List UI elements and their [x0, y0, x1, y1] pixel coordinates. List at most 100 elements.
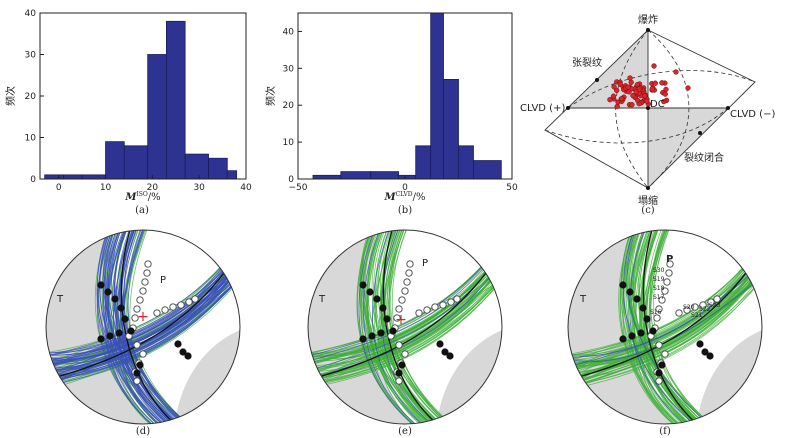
- histogram-a-ylabel: 频次: [4, 86, 17, 106]
- beachball-e-plane-2: [308, 249, 502, 381]
- station-filled: [628, 332, 636, 340]
- diamond-point: [628, 79, 634, 85]
- station-filled: [701, 348, 709, 356]
- diamond-point: [642, 93, 648, 99]
- bar-b-8: [473, 160, 502, 180]
- station-open: [401, 287, 409, 295]
- xtick-label: 0: [56, 183, 62, 193]
- beachball-e-body: [308, 230, 502, 424]
- station-filled: [655, 369, 663, 377]
- nodal-plane-line: [118, 230, 175, 424]
- station-open: [406, 260, 414, 268]
- station-open: [431, 303, 439, 311]
- station-filled: [136, 361, 144, 369]
- station-open: [691, 303, 699, 311]
- station-open: [143, 269, 151, 277]
- nodal-plane-line: [638, 230, 703, 424]
- nodal-plane-line: [308, 246, 502, 366]
- bar-b-5: [430, 12, 444, 180]
- station-open: [661, 287, 669, 295]
- station-label: S30: [653, 267, 665, 274]
- nodal-plane-line: [568, 270, 762, 390]
- histogram-b-xlabel: MCLVD/%: [384, 191, 426, 203]
- diamond-point: [634, 82, 641, 88]
- ytick-label: 40: [283, 27, 295, 37]
- diamond-point: [629, 102, 635, 108]
- station-open: [177, 301, 185, 309]
- station-open: [161, 306, 169, 314]
- xtick-label: 50: [506, 183, 518, 193]
- diamond-point: [649, 86, 655, 92]
- bar-b-2: [370, 171, 399, 180]
- station-open: [423, 306, 431, 314]
- station-open: [133, 341, 141, 349]
- station-filled: [179, 348, 187, 356]
- diamond-dashed-curve-1: [615, 29, 649, 189]
- station-filled: [106, 332, 114, 340]
- nodal-plane-line: [568, 275, 762, 387]
- station-open: [191, 295, 199, 303]
- station-open: [658, 296, 666, 304]
- beachball-f-plane-2: [568, 249, 762, 381]
- label-explosion: 爆炸: [638, 14, 658, 26]
- diamond-point: [618, 96, 625, 102]
- beachball-d-label-t: T: [56, 294, 64, 305]
- diamond-point: [673, 69, 679, 75]
- bar-b-3: [398, 174, 417, 180]
- diamond-point-closing: [698, 131, 702, 135]
- histogram-b-bars: [312, 12, 502, 180]
- station-open: [169, 303, 177, 311]
- station-open: [713, 295, 721, 303]
- xtick-label: 40: [240, 183, 252, 193]
- xtick-label: 10: [100, 183, 112, 193]
- nodal-plane-line: [374, 230, 424, 424]
- bar-a-9: [226, 170, 238, 180]
- beachball-f-label-p: P: [666, 254, 673, 265]
- histogram-a-xlabel: MISO/%: [124, 191, 160, 203]
- bar-a-1: [63, 174, 83, 180]
- nodal-plane-line: [104, 230, 183, 424]
- station-filled: [626, 288, 634, 296]
- nodal-plane-line: [380, 230, 436, 424]
- nodal-plane-line: [112, 230, 164, 424]
- station-label: S21: [691, 312, 703, 319]
- nodal-plane-line: [568, 242, 762, 357]
- beachball-d-center-cross: +: [137, 309, 149, 325]
- beachball-e-label-p: P: [422, 258, 428, 269]
- nodal-plane-line: [46, 265, 240, 361]
- nodal-plane-line: [46, 245, 240, 370]
- nodal-plane-line: [568, 238, 762, 382]
- nodal-plane-line: [46, 262, 240, 387]
- station-open: [447, 298, 455, 306]
- histogram-a-bars: [44, 20, 238, 180]
- caption-e: (e): [398, 426, 412, 437]
- station-filled: [436, 340, 444, 348]
- nodal-plane-line: [98, 230, 166, 424]
- station-label: S16: [650, 309, 662, 316]
- beachball-d-body: [46, 230, 240, 424]
- diamond-point: [627, 75, 633, 81]
- nodal-plane-line: [627, 230, 713, 424]
- diamond-vertex-left: [566, 106, 570, 110]
- nodal-plane-line: [568, 238, 762, 371]
- caption-a: (a): [135, 205, 149, 216]
- nodal-plane-line: [359, 230, 429, 424]
- beachball-e-center-cross: +: [395, 312, 407, 328]
- ytick-label: 40: [25, 9, 37, 19]
- station-filled: [97, 281, 105, 289]
- station-filled: [395, 369, 403, 377]
- label-implosion: 塌缩: [638, 194, 658, 207]
- beachball-d-outline: [45, 229, 241, 425]
- diamond-point: [644, 98, 650, 104]
- station-filled: [639, 304, 647, 312]
- ytick-label: 0: [288, 175, 294, 185]
- bar-a-6: [166, 20, 186, 180]
- nodal-plane-line: [382, 230, 433, 424]
- ytick-label: 20: [25, 92, 37, 102]
- ytick-label: 20: [283, 101, 295, 111]
- station-filled: [706, 352, 714, 360]
- beachball-d-plane-2: [46, 249, 240, 381]
- bar-a-3: [105, 141, 125, 180]
- ytick-label: 10: [283, 138, 295, 148]
